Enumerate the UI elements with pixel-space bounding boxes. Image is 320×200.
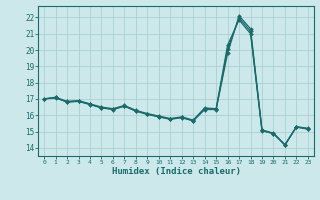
X-axis label: Humidex (Indice chaleur): Humidex (Indice chaleur): [111, 167, 241, 176]
